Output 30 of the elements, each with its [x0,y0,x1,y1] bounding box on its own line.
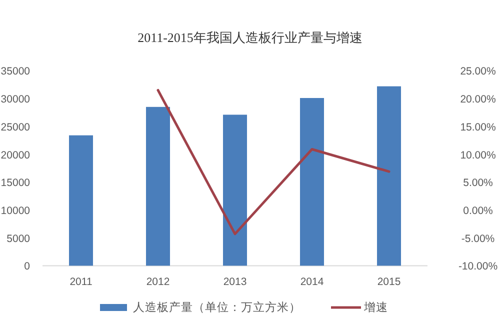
y-tick-label: 0 [24,260,30,273]
y2-tick-label: 20.00% [460,94,496,106]
y-tick-label: 5000 [6,232,30,245]
chart-title: 2011-2015年我国人造板行业产量与增速 [138,30,362,45]
y2-tick-label: 15.00% [460,121,496,134]
y2-tick-label: -5.00% [461,232,495,245]
y2-tick-label: 5.00% [463,177,493,190]
x-tick-label: 2012 [146,276,170,288]
bar [69,135,93,266]
line-series [156,88,390,236]
y-tick-label: 20000 [0,149,30,162]
y-tick-label: 35000 [0,66,30,78]
bar [377,86,401,266]
x-tick-label: 2011 [70,276,92,288]
x-tick-label: 2013 [223,276,247,288]
y-tick-label: 25000 [0,121,30,134]
y-tick-label: 30000 [0,94,30,106]
x-tick-label: 2014 [300,276,324,288]
y-tick-label: 10000 [0,204,30,217]
y2-tick-label: -10.00% [458,260,498,273]
bar [300,98,324,266]
y2-tick-label: 0.00% [463,204,493,217]
y2-tick-label: 10.00% [460,149,496,162]
bar [223,114,247,266]
legend-label: 人造板产量（单位：万立方米） [133,300,301,314]
y2-tick-label: 25.00% [460,66,496,78]
x-tick-label: 2015 [377,276,401,288]
bar [146,106,170,266]
legend-label: 增速 [363,301,388,314]
y-tick-label: 15000 [0,177,30,190]
